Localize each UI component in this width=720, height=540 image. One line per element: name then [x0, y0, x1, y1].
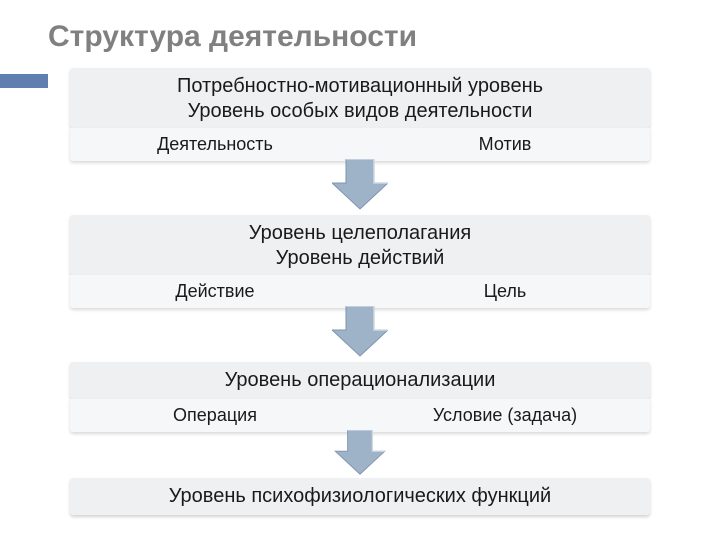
accent-bar: [0, 74, 48, 88]
down-arrow-icon: [332, 430, 388, 476]
level-4-header-line-1: Уровень психофизиологических функций: [78, 484, 642, 509]
level-1-header: Потребностно-мотивационный уровень Урове…: [70, 68, 650, 128]
arrow-2: [332, 306, 388, 362]
diagram-stack: Потребностно-мотивационный уровень Урове…: [70, 68, 650, 515]
level-2-pair: Действие Цель: [70, 275, 650, 308]
level-3-pair: Операция Условие (задача): [70, 399, 650, 432]
level-2-left: Действие: [70, 275, 360, 308]
level-1-pair: Деятельность Мотив: [70, 128, 650, 161]
level-2-right: Цель: [360, 275, 650, 308]
level-1-header-line-1: Потребностно-мотивационный уровень: [78, 74, 642, 99]
down-arrow-icon: [332, 306, 388, 358]
page-title: Структура деятельности: [48, 20, 680, 54]
level-3-right: Условие (задача): [360, 399, 650, 432]
level-2-header-line-1: Уровень целеполагания: [78, 221, 642, 246]
level-1-left: Деятельность: [70, 128, 360, 161]
arrow-3: [332, 430, 388, 478]
level-2-header: Уровень целеполагания Уровень действий: [70, 215, 650, 275]
level-1-right: Мотив: [360, 128, 650, 161]
down-arrow-icon: [332, 159, 388, 211]
level-3-header: Уровень операционализации: [70, 362, 650, 399]
level-4-header: Уровень психофизиологических функций: [70, 478, 650, 515]
arrow-1: [332, 159, 388, 215]
level-3-left: Операция: [70, 399, 360, 432]
level-3-header-line-1: Уровень операционализации: [78, 368, 642, 393]
level-1-header-line-2: Уровень особых видов деятельности: [78, 99, 642, 124]
level-2-header-line-2: Уровень действий: [78, 246, 642, 271]
